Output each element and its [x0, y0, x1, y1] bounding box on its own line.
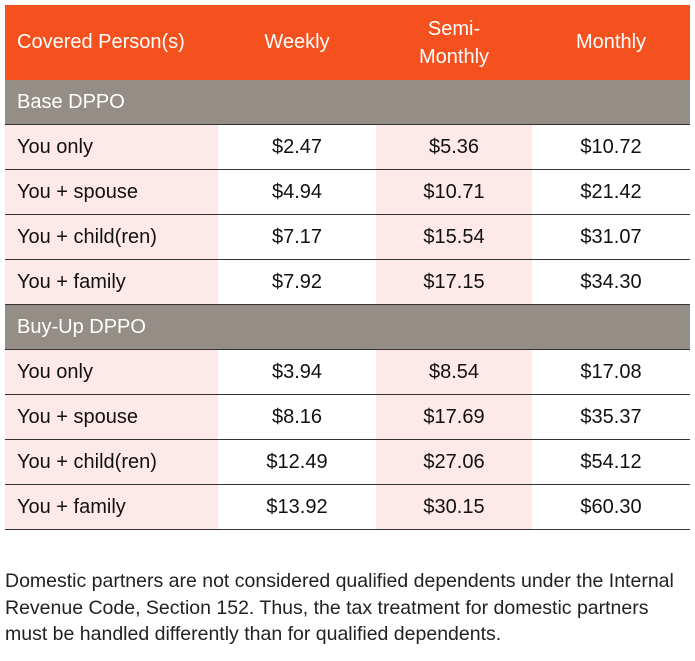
rate-cell: $5.36: [376, 124, 532, 170]
rate-cell: $7.92: [218, 259, 376, 305]
rate-cell: $13.92: [218, 484, 376, 530]
data-row: You + spouse $8.16 $17.69 $35.37: [5, 394, 690, 440]
rate-cell: $34.30: [532, 259, 690, 305]
data-row: You only $3.94 $8.54 $17.08: [5, 349, 690, 395]
table-body: Base DPPO You only $2.47 $5.36 $10.72 You + s…: [5, 80, 690, 530]
group-label: Buy-Up DPPO: [5, 304, 690, 350]
header-cell: Monthly: [532, 5, 690, 80]
row-label: You only: [5, 349, 218, 395]
header-cell: Semi-Monthly: [376, 5, 532, 80]
row-label: You + family: [5, 484, 218, 530]
header-text: Monthly: [575, 31, 647, 53]
data-row: You + spouse $4.94 $10.71 $21.42: [5, 169, 690, 215]
rate-cell: $7.17: [218, 214, 376, 260]
rate-table: Covered Person(s) Weekly Semi-Monthly Month…: [5, 5, 690, 530]
row-label: You + spouse: [5, 394, 218, 440]
rate-cell: $2.47: [218, 124, 376, 170]
header-cell: Weekly: [218, 5, 376, 80]
row-label: You + family: [5, 259, 218, 305]
data-row: You + child(ren) $12.49 $27.06 $54.12: [5, 439, 690, 485]
group-row: Base DPPO: [5, 80, 690, 125]
table-wrap: Covered Person(s) Weekly Semi-Monthly Month…: [5, 5, 690, 530]
rate-cell: $27.06: [376, 439, 532, 485]
header-text: Semi-Monthly: [418, 17, 490, 68]
rate-cell: $30.15: [376, 484, 532, 530]
group-row: Buy-Up DPPO: [5, 304, 690, 350]
rate-cell: $8.54: [376, 349, 532, 395]
rate-cell: $54.12: [532, 439, 690, 485]
row-label: You + child(ren): [5, 214, 218, 260]
data-row: You + child(ren) $7.17 $15.54 $31.07: [5, 214, 690, 260]
rate-cell: $17.69: [376, 394, 532, 440]
data-row: You + family $13.92 $30.15 $60.30: [5, 484, 690, 530]
header-cell: Covered Person(s): [5, 5, 218, 80]
rate-cell: $21.42: [532, 169, 690, 215]
rate-cell: $15.54: [376, 214, 532, 260]
rate-cell: $4.94: [218, 169, 376, 215]
row-label: You + child(ren): [5, 439, 218, 485]
rate-cell: $10.71: [376, 169, 532, 215]
footnote: Domestic partners are not considered qua…: [5, 570, 674, 645]
rate-cell: $31.07: [532, 214, 690, 260]
row-label: You + spouse: [5, 169, 218, 215]
data-row: You only $2.47 $5.36 $10.72: [5, 124, 690, 170]
data-row: You + family $7.92 $17.15 $34.30: [5, 259, 690, 305]
row-label: You only: [5, 124, 218, 170]
group-label: Base DPPO: [5, 80, 690, 125]
rate-cell: $60.30: [532, 484, 690, 530]
rate-cell: $8.16: [218, 394, 376, 440]
header-row: Covered Person(s) Weekly Semi-Monthly Month…: [5, 5, 690, 80]
header-text: Covered Person(s): [17, 31, 185, 53]
rate-cell: $17.15: [376, 259, 532, 305]
rate-cell: $3.94: [218, 349, 376, 395]
rate-cell: $35.37: [532, 394, 690, 440]
header-text: Weekly: [264, 31, 330, 53]
rate-cell: $17.08: [532, 349, 690, 395]
rate-cell: $10.72: [532, 124, 690, 170]
rate-cell: $12.49: [218, 439, 376, 485]
